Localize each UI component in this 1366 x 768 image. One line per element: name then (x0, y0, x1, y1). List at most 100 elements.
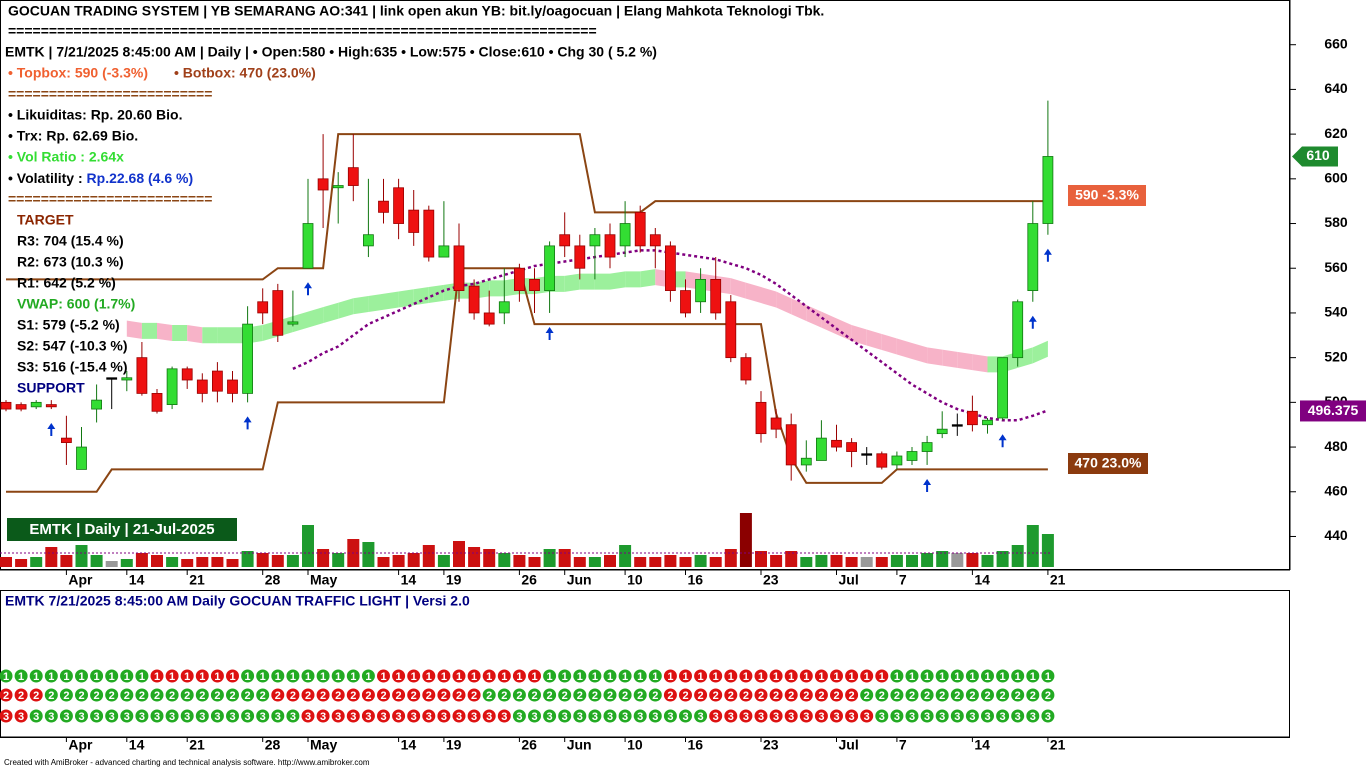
traffic-light (905, 688, 919, 702)
traffic-light (301, 669, 315, 683)
traffic-digit: 3 (607, 711, 613, 723)
traffic-digit: 1 (33, 671, 39, 683)
x-tick-label: Apr (68, 572, 93, 588)
traffic-digit: 1 (154, 671, 160, 683)
x-tick-label: May (310, 737, 337, 753)
traffic-digit: 2 (290, 690, 296, 702)
ribbon-segment (383, 291, 399, 310)
traffic-digit: 1 (803, 671, 809, 683)
candle-body (634, 211, 646, 247)
traffic-digit: 1 (984, 671, 990, 683)
traffic-light (950, 709, 964, 723)
candle-body (317, 178, 329, 191)
volume-bar (483, 549, 496, 567)
traffic-digit: 2 (788, 690, 794, 702)
traffic-digit: 1 (109, 671, 115, 683)
traffic-digit: 3 (516, 711, 522, 723)
candle-body (242, 323, 254, 394)
separator: ========================= (8, 191, 212, 207)
traffic-digit: 2 (909, 690, 915, 702)
traffic-digit: 1 (1045, 671, 1051, 683)
candle-body (76, 446, 87, 470)
x-tick-label: 10 (627, 572, 643, 588)
traffic-light (648, 688, 662, 702)
traffic-light (814, 669, 828, 683)
volume-bar (453, 541, 465, 567)
traffic-light (769, 669, 783, 683)
traffic-light (1011, 669, 1025, 683)
candle-body (1027, 223, 1039, 291)
traffic-digit: 2 (773, 690, 779, 702)
traffic-digit: 3 (169, 711, 175, 723)
symbol-box: EMTK | Daily | 21-Jul-2025 (29, 521, 214, 538)
buy-signal (1043, 248, 1052, 262)
traffic-digit: 3 (396, 711, 402, 723)
s3: S3: 516 (-15.4 %) (17, 359, 128, 375)
traffic-light (195, 688, 209, 702)
traffic-digit: 2 (139, 690, 145, 702)
traffic-digit: 1 (290, 671, 296, 683)
traffic-light (799, 669, 813, 683)
traffic-light (44, 688, 58, 702)
traffic-digit: 1 (1030, 671, 1036, 683)
ribbon-segment (912, 342, 928, 364)
traffic-light (769, 688, 783, 702)
candle-body (211, 370, 223, 392)
traffic-light (482, 709, 496, 723)
traffic-digit: 3 (305, 711, 311, 723)
volume-bar (256, 553, 269, 567)
traffic-light (346, 709, 360, 723)
traffic-digit: 1 (94, 671, 100, 683)
volume-bar (800, 557, 813, 567)
traffic-digit: 3 (229, 711, 235, 723)
traffic-digit: 3 (879, 711, 885, 723)
traffic-light (286, 669, 300, 683)
traffic-digit: 2 (667, 690, 673, 702)
traffic-digit: 2 (954, 690, 960, 702)
x-tick-label: 7 (899, 572, 907, 588)
x-tick-label: 26 (521, 572, 537, 588)
traffic-light (392, 709, 406, 723)
vwap: VWAP: 600 (1.7%) (17, 296, 135, 312)
ribbon-segment (594, 273, 610, 290)
traffic-digit: 2 (229, 690, 235, 702)
traffic-light (422, 669, 436, 683)
volume-bar (921, 553, 934, 567)
traffic-digit: 3 (471, 711, 477, 723)
traffic-digit: 1 (864, 671, 870, 683)
volume-bar (498, 553, 511, 567)
volume-bar (60, 555, 73, 567)
traffic-digit: 1 (229, 671, 235, 683)
x-tick-label: 14 (401, 572, 417, 588)
traffic-digit: 2 (18, 690, 24, 702)
traffic-digit: 3 (924, 711, 930, 723)
traffic-digit: 3 (411, 711, 417, 723)
ribbon-segment (398, 289, 414, 308)
traffic-digit: 1 (486, 671, 492, 683)
traffic-digit: 3 (139, 711, 145, 723)
traffic-digit: 2 (305, 690, 311, 702)
traffic-light (1026, 709, 1040, 723)
volume-bar (437, 555, 450, 567)
x-tick-label: 28 (265, 737, 281, 753)
volume-bar (513, 555, 526, 567)
traffic-light (890, 688, 904, 702)
traffic-light (528, 709, 541, 723)
traffic-digit: 1 (788, 671, 794, 683)
traffic-digit: 3 (758, 711, 764, 723)
ribbon-segment (881, 334, 897, 355)
traffic-digit: 2 (48, 690, 54, 702)
traffic-digit: 2 (547, 690, 553, 702)
ribbon-segment (308, 307, 324, 328)
traffic-digit: 2 (335, 690, 341, 702)
traffic-digit: 3 (1030, 711, 1036, 723)
candle-body (483, 312, 495, 325)
traffic-light (965, 669, 979, 683)
volatility-label: • Volatility : (8, 170, 87, 186)
candle-body (785, 424, 797, 466)
x-tick-label: Jul (839, 572, 859, 588)
x-tick-label: 26 (521, 737, 537, 753)
traffic-light (679, 709, 692, 723)
traffic-light (482, 669, 496, 683)
traffic-light (452, 688, 466, 702)
